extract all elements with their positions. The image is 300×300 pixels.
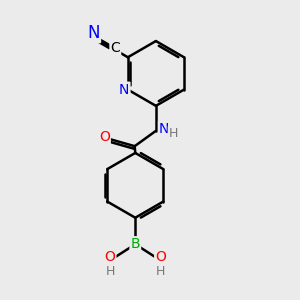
Text: C: C	[110, 41, 120, 56]
Text: O: O	[99, 130, 110, 144]
Text: O: O	[104, 250, 116, 265]
Text: O: O	[155, 250, 166, 265]
Text: H: H	[156, 265, 165, 278]
Text: H: H	[168, 127, 178, 140]
Text: H: H	[105, 265, 115, 278]
Text: B: B	[130, 237, 140, 251]
Text: N: N	[159, 122, 169, 136]
Text: N: N	[119, 82, 130, 97]
Text: N: N	[87, 24, 100, 42]
